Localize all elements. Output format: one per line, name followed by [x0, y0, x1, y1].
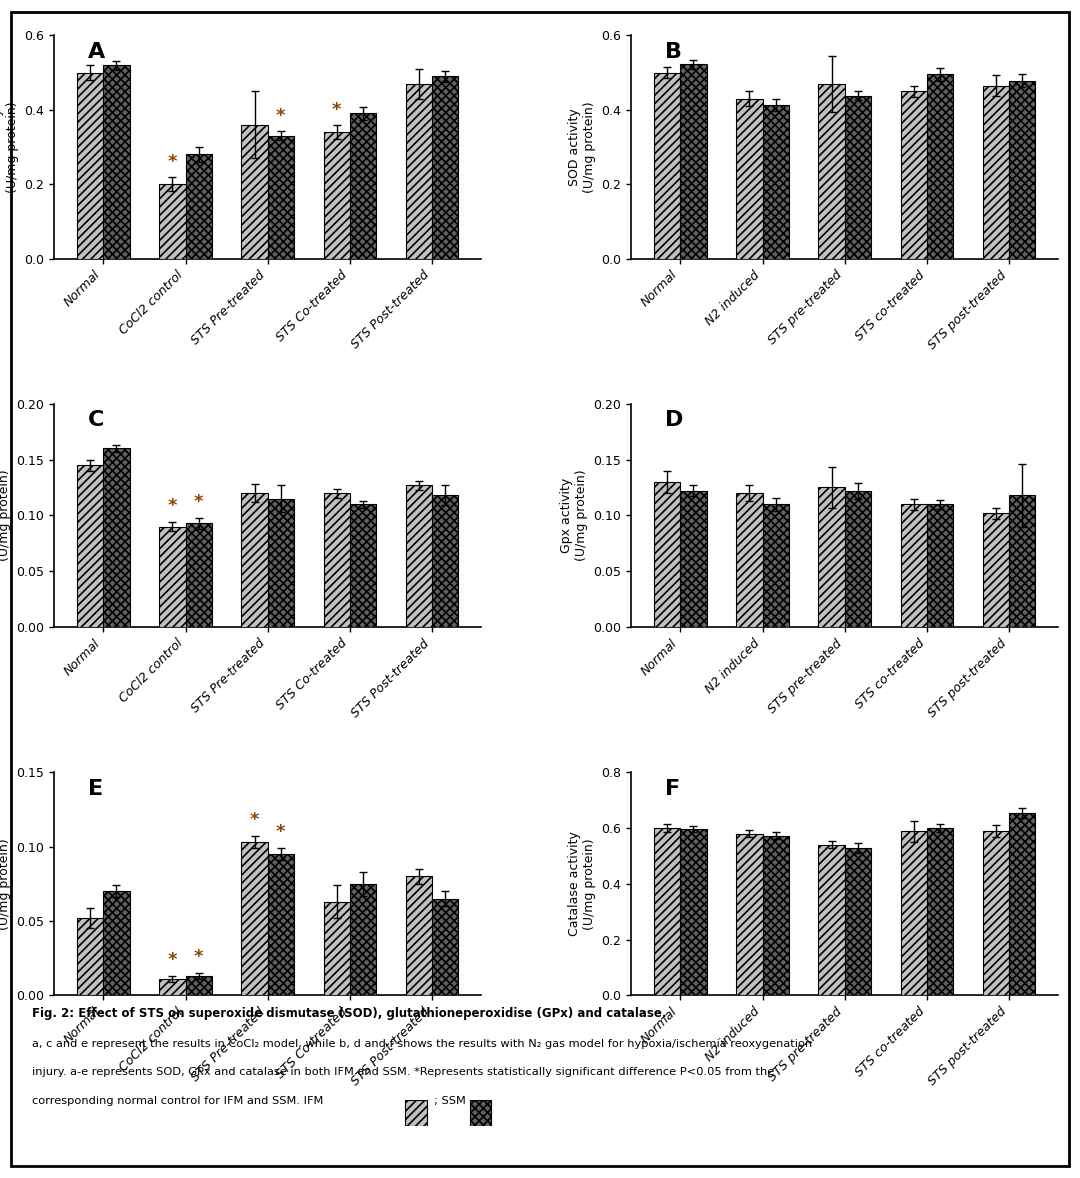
Bar	[1009, 814, 1036, 995]
Bar	[1009, 81, 1036, 259]
Text: A: A	[89, 42, 106, 62]
Bar	[762, 105, 788, 259]
Bar	[819, 84, 845, 259]
Bar	[405, 1100, 427, 1126]
Bar	[104, 449, 130, 627]
Bar	[470, 1100, 491, 1126]
Bar	[77, 918, 104, 995]
Bar	[268, 135, 294, 259]
Bar	[680, 829, 706, 995]
Bar	[324, 132, 350, 259]
Bar	[927, 504, 954, 627]
Text: *: *	[194, 492, 203, 511]
Text: *: *	[332, 100, 341, 119]
Text: Fig. 2: Effect of STS on superoxide dismutase (SOD), glutathioneperoxidise (GPx): Fig. 2: Effect of STS on superoxide dism…	[32, 1007, 667, 1020]
Bar	[324, 901, 350, 995]
Bar	[737, 834, 762, 995]
Text: F: F	[665, 779, 680, 799]
Text: *: *	[194, 948, 203, 966]
Bar	[819, 845, 845, 995]
Bar	[901, 504, 927, 627]
Bar	[350, 884, 376, 995]
Bar	[104, 892, 130, 995]
Text: ; SSM: ; SSM	[434, 1096, 467, 1105]
Bar	[324, 494, 350, 627]
Bar	[242, 125, 268, 259]
Bar	[406, 84, 432, 259]
Text: *: *	[249, 812, 259, 829]
Bar	[927, 74, 954, 259]
Bar	[406, 485, 432, 627]
Text: a, c and e represent the results in CoCl₂ model, while b, d and f shows the resu: a, c and e represent the results in CoCl…	[32, 1039, 812, 1048]
Bar	[1009, 495, 1036, 627]
Bar	[680, 65, 706, 259]
Bar	[819, 488, 845, 627]
Bar	[762, 504, 788, 627]
Bar	[654, 73, 680, 259]
Bar	[654, 482, 680, 627]
Bar	[762, 835, 788, 995]
Bar	[927, 828, 954, 995]
Bar	[350, 113, 376, 259]
Bar	[432, 899, 458, 995]
Bar	[242, 842, 268, 995]
Bar	[242, 494, 268, 627]
Text: E: E	[89, 779, 104, 799]
Bar	[901, 91, 927, 259]
Bar	[186, 154, 212, 259]
Text: *: *	[167, 153, 177, 171]
Text: D: D	[665, 410, 684, 430]
Bar	[845, 491, 870, 627]
Y-axis label: SOD activity
(U/mg protein): SOD activity (U/mg protein)	[0, 101, 18, 193]
Y-axis label: Catalase activity
(U/mg protein): Catalase activity (U/mg protein)	[568, 832, 596, 937]
Text: *: *	[276, 107, 285, 125]
Bar	[901, 832, 927, 995]
Bar	[268, 854, 294, 995]
Bar	[737, 494, 762, 627]
Bar	[654, 828, 680, 995]
Text: injury. a-e represents SOD, GPx and catalase in both IFM and SSM. *Represents st: injury. a-e represents SOD, GPx and cata…	[32, 1067, 774, 1077]
Bar	[845, 95, 870, 259]
Y-axis label: Gpx activity
(U/mg protein): Gpx activity (U/mg protein)	[0, 470, 11, 561]
Bar	[77, 465, 104, 627]
Bar	[737, 99, 762, 259]
Bar	[350, 504, 376, 627]
Text: C: C	[89, 410, 105, 430]
Text: corresponding normal control for IFM and SSM. IFM: corresponding normal control for IFM and…	[32, 1096, 324, 1105]
Bar	[680, 491, 706, 627]
Text: *: *	[167, 497, 177, 516]
Bar	[983, 514, 1009, 627]
Bar	[983, 830, 1009, 995]
Bar	[159, 979, 186, 995]
Text: B: B	[665, 42, 683, 62]
Bar	[159, 184, 186, 259]
Bar	[268, 498, 294, 627]
Text: *: *	[167, 952, 177, 969]
Y-axis label: Catalase activity
(U/mg protein): Catalase activity (U/mg protein)	[0, 832, 11, 937]
Bar	[159, 527, 186, 627]
Text: *: *	[276, 823, 285, 841]
Bar	[186, 523, 212, 627]
Bar	[186, 977, 212, 995]
Y-axis label: Gpx activity
(U/mg protein): Gpx activity (U/mg protein)	[559, 470, 588, 561]
Bar	[104, 65, 130, 259]
Bar	[432, 495, 458, 627]
Bar	[406, 876, 432, 995]
Y-axis label: SOD activity
(U/mg protein): SOD activity (U/mg protein)	[568, 101, 596, 193]
Bar	[845, 848, 870, 995]
Bar	[432, 77, 458, 259]
Bar	[983, 86, 1009, 259]
Bar	[77, 73, 104, 259]
